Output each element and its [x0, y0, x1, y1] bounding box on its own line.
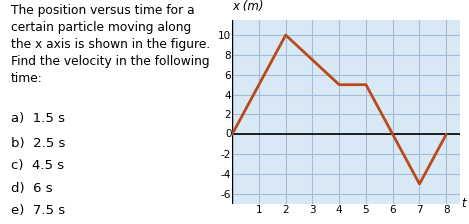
Text: 0: 0	[225, 129, 232, 139]
Text: x (m): x (m)	[232, 0, 264, 13]
Text: t (s): t (s)	[462, 197, 469, 210]
Text: The position versus time for a
certain particle moving along
the x axis is shown: The position versus time for a certain p…	[11, 4, 210, 86]
Text: c)  4.5 s: c) 4.5 s	[11, 159, 64, 172]
Text: e)  7.5 s: e) 7.5 s	[11, 204, 65, 217]
Text: a)  1.5 s: a) 1.5 s	[11, 112, 65, 125]
Text: d)  6 s: d) 6 s	[11, 182, 53, 195]
Text: b)  2.5 s: b) 2.5 s	[11, 137, 65, 150]
